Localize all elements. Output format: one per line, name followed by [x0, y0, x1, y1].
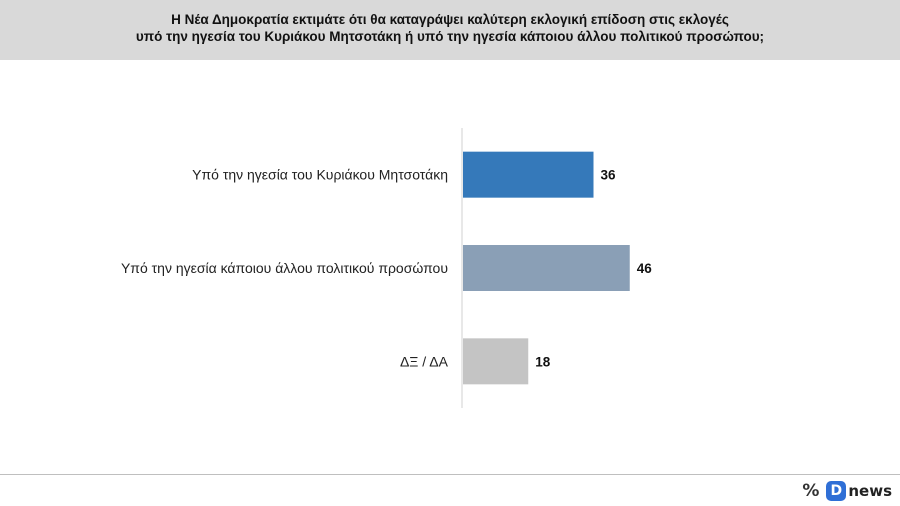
- bar-3: [463, 338, 529, 385]
- bar-1: [463, 151, 594, 198]
- bar-2: [463, 245, 630, 291]
- footer-divider: [0, 474, 900, 475]
- bar-chart: Υπό την ηγεσία του Κυριάκου Μητσοτάκη 36 Υ…: [121, 128, 653, 408]
- dnews-logo: % D news: [802, 480, 892, 502]
- category-label-1: Υπό την ηγεσία του Κυριάκου Μητσοτάκη: [192, 167, 448, 183]
- d-badge-icon: D: [826, 481, 847, 501]
- category-label-3: ΔΞ / ΔΑ: [400, 353, 449, 369]
- chart-title: Η Νέα Δημοκρατία εκτιμάτε ότι θα καταγρά…: [0, 11, 900, 45]
- value-label-1: 36: [601, 168, 617, 183]
- value-label-3: 18: [535, 354, 551, 369]
- title-banner: Η Νέα Δημοκρατία εκτιμάτε ότι θα καταγρά…: [0, 0, 900, 60]
- category-label-2: Υπό την ηγεσία κάποιου άλλου πολιτικού π…: [121, 260, 448, 276]
- chart-title-line-1: Η Νέα Δημοκρατία εκτιμάτε ότι θα καταγρά…: [171, 12, 729, 27]
- percent-icon: %: [802, 481, 820, 501]
- value-label-2: 46: [637, 261, 653, 276]
- brand-text: news: [848, 482, 892, 500]
- chart-title-line-2: υπό την ηγεσία του Κυριάκου Μητσοτάκη ή …: [135, 29, 765, 44]
